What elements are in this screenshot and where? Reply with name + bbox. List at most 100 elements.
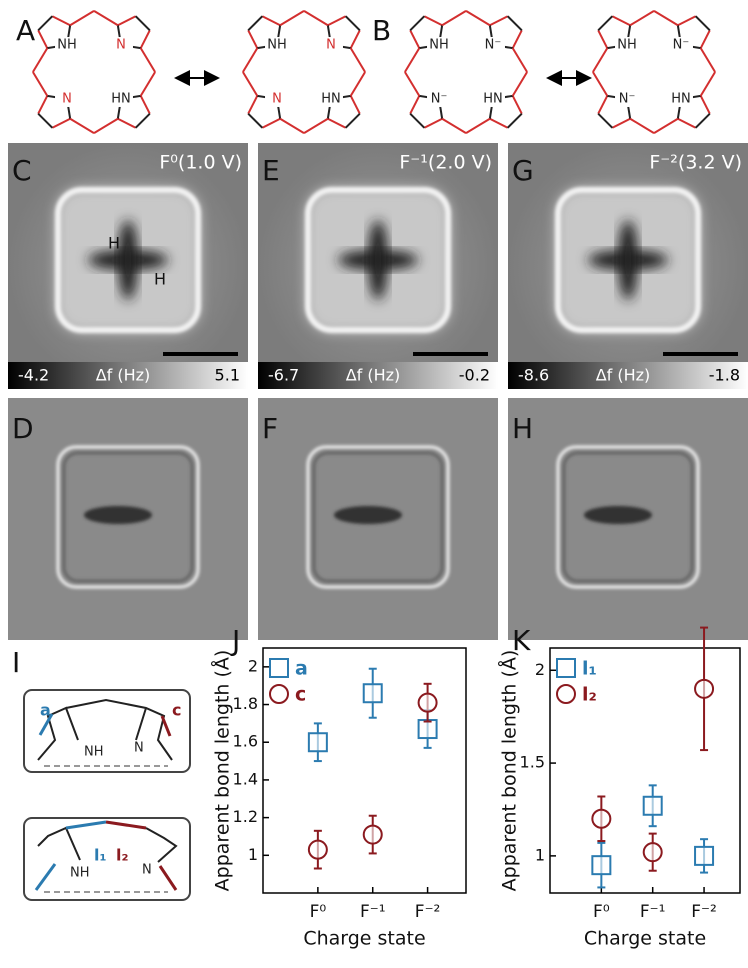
y-tick-label: 1 xyxy=(248,845,258,864)
meso-bond xyxy=(593,72,607,96)
meso-bond xyxy=(280,11,304,25)
x-tick-label: F⁻² xyxy=(691,902,717,922)
panel-letter: A xyxy=(16,14,35,47)
bond-c xyxy=(162,716,170,736)
ring-bond xyxy=(513,96,522,114)
atom-label: NH xyxy=(57,38,77,53)
marker-square xyxy=(644,797,662,815)
colorbar-min: -6.7 xyxy=(268,366,299,385)
legend-marker xyxy=(270,659,288,677)
meso-bond xyxy=(70,11,94,25)
meso-bond xyxy=(593,48,607,72)
y-tick-label: 1.2 xyxy=(233,807,258,826)
beta-bond xyxy=(696,114,710,128)
ring-bond xyxy=(351,30,360,48)
ring-bond xyxy=(598,96,607,114)
ring-bond xyxy=(52,119,70,128)
marker-circle xyxy=(419,694,437,712)
marker-circle xyxy=(644,843,662,861)
ring-bond xyxy=(141,96,150,114)
beta-bond xyxy=(38,16,52,30)
legend-marker xyxy=(270,685,288,703)
marker-square xyxy=(695,847,713,865)
atom-label: N⁻ xyxy=(431,91,448,106)
ring-bond xyxy=(38,96,47,114)
y-tick-label: 2 xyxy=(248,656,258,675)
center-dark xyxy=(368,220,388,300)
ring-bond xyxy=(612,119,630,128)
panel-letter: C xyxy=(12,154,32,187)
ring-bond xyxy=(490,119,508,128)
y-tick-label: 1.4 xyxy=(233,769,258,788)
y-tick-label: 2 xyxy=(535,660,545,679)
x-tick-label: F⁰ xyxy=(593,902,610,922)
colorbar-label: Δf (Hz) xyxy=(96,366,151,385)
ring-bond xyxy=(38,30,47,48)
marker-square xyxy=(309,733,327,751)
y-tick-label: 1.5 xyxy=(520,753,545,772)
beta-bond xyxy=(410,114,424,128)
meso-bond xyxy=(304,119,328,133)
fragment-box xyxy=(24,818,190,900)
meso-bond xyxy=(141,48,155,72)
atom-label: N xyxy=(134,741,144,756)
bond-label: c xyxy=(172,701,181,720)
atom-label: NH xyxy=(267,38,287,53)
ring-bond xyxy=(262,119,280,128)
bond-label: l₁ xyxy=(94,846,107,865)
marker-circle xyxy=(695,680,713,698)
colorbar-max: -0.2 xyxy=(459,366,490,385)
afm-image xyxy=(508,398,748,640)
charge-state-label: F⁻¹(2.0 V) xyxy=(399,152,492,174)
colorbar-max: -1.8 xyxy=(709,366,740,385)
bond-label: l₂ xyxy=(116,846,129,865)
meso-bond xyxy=(70,119,94,133)
ring-bond xyxy=(701,96,710,114)
meso-bond xyxy=(405,72,419,96)
atom-label: NH xyxy=(617,38,637,53)
afm-image: F⁻²(3.2 V)-8.6Δf (Hz)-1.8 xyxy=(508,143,748,389)
legend-label: l₁ xyxy=(582,658,597,680)
ring-bond xyxy=(424,16,442,25)
beta-bond xyxy=(508,114,522,128)
meso-bond xyxy=(513,48,527,72)
ring-bond xyxy=(52,16,70,25)
beta-bond xyxy=(598,16,612,30)
y-tick-label: 1.6 xyxy=(233,732,258,751)
atom-label: N xyxy=(142,863,152,878)
marker-circle xyxy=(309,841,327,859)
meso-bond xyxy=(654,11,678,25)
ring-bond xyxy=(678,16,696,25)
panel-letter: F xyxy=(262,412,278,445)
y-axis-label: Apparent bond length (Å) xyxy=(211,650,234,892)
meso-bond xyxy=(513,72,527,96)
ring-bond xyxy=(678,119,696,128)
meso-bond xyxy=(405,48,419,72)
beta-bond xyxy=(346,16,360,30)
colorbar-label: Δf (Hz) xyxy=(346,366,401,385)
meso-bond xyxy=(654,119,678,133)
beta-bond xyxy=(346,114,360,128)
ring-bond xyxy=(598,30,607,48)
atom-label: HN xyxy=(671,91,691,106)
y-tick-label: 1 xyxy=(535,845,545,864)
center-dark xyxy=(334,506,402,524)
x-tick-label: F⁻¹ xyxy=(360,902,386,922)
ring-bond xyxy=(328,16,346,25)
panel-letter: I xyxy=(12,646,20,679)
legend-marker xyxy=(557,685,575,703)
marker-square xyxy=(592,856,610,874)
ring-bond xyxy=(118,119,136,128)
beta-bond xyxy=(410,16,424,30)
ring-bond xyxy=(262,16,280,25)
colorbar-min: -8.6 xyxy=(518,366,549,385)
colorbar-min: -4.2 xyxy=(18,366,49,385)
ring-bond xyxy=(612,16,630,25)
afm-image: F⁻¹(2.0 V) -6.7 Δf (Hz) -0.2 xyxy=(258,143,498,389)
beta-bond xyxy=(136,16,150,30)
meso-bond xyxy=(442,11,466,25)
panel-letter: G xyxy=(512,154,534,187)
